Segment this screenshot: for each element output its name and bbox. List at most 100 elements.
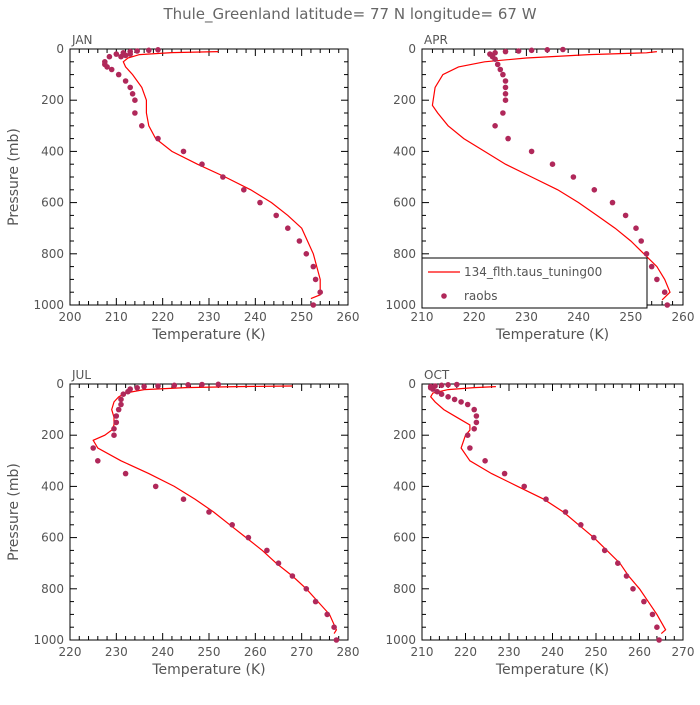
x-tick-label-jul: 230 [105,645,128,659]
raobs-point-oct [451,396,458,403]
x-tick-label-oct: 240 [541,645,564,659]
y-tick-label-oct: 200 [393,428,416,442]
raobs-point-jan [139,123,145,129]
raobs-point-oct [432,383,438,389]
raobs-point-jul [141,383,147,390]
raobs-point-oct [482,458,488,464]
raobs-point-oct [543,496,549,503]
raobs-point-apr [494,61,501,68]
raobs-point-jul [155,383,161,389]
y-tick-label-oct: 800 [393,582,416,596]
raobs-point-jul [115,406,122,413]
raobs-point-jul [185,382,191,388]
y-tick-label-jul: 200 [41,428,64,442]
raobs-point-jan [273,212,280,219]
raobs-point-oct [601,547,608,554]
raobs-point-oct [615,560,621,566]
raobs-point-apr [515,48,522,54]
raobs-point-jul [90,445,96,451]
y-tick-label-jan: 0 [56,42,64,56]
x-tick-label-jul: 270 [290,645,313,659]
raobs-point-jul [312,598,319,605]
y-tick-label-oct: 600 [393,531,416,545]
legend-raobs-marker [441,293,447,299]
panel-frame-jan [69,48,349,306]
raobs-point-oct [649,611,656,618]
x-tick-label-oct: 210 [411,645,434,659]
x-tick-label-oct: 270 [672,645,695,659]
y-tick-label-oct: 0 [408,377,416,391]
raobs-point-oct [471,426,478,432]
raobs-point-apr [633,225,639,231]
y-tick-label-jan: 200 [41,93,64,107]
x-tick-label-oct: 220 [454,645,477,659]
raobs-point-jan [296,238,303,244]
legend-box [421,257,648,309]
raobs-point-oct [464,401,471,408]
raobs-point-apr [654,276,660,283]
x-tick-label-jan: 240 [244,310,267,324]
raobs-point-jan [180,148,187,155]
raobs-point-apr [560,46,566,53]
raobs-point-apr [502,97,509,103]
raobs-point-jul [206,509,212,515]
panels-layer: JAN 200 210 220 230 240 250 260 0 200 400 600 800 100… [6,33,694,678]
raobs-point-jan [115,71,122,78]
x-tick-label-jan: 220 [151,310,174,324]
raobs-point-jan [108,66,115,73]
x-axis-title-oct: Temperature (K) [495,662,609,678]
raobs-point-jan [285,225,291,231]
x-axis-title-jan: Temperature (K) [151,327,265,343]
raobs-point-jul [134,385,140,391]
raobs-point-jul [303,586,310,592]
x-tick-label-apr: 210 [411,310,434,324]
raobs-point-jan [122,52,129,59]
raobs-point-apr [638,238,644,244]
raobs-point-apr [528,148,535,155]
raobs-point-oct [427,383,434,390]
x-tick-label-jul: 280 [337,645,360,659]
raobs-point-jul [118,396,124,403]
raobs-point-apr [591,187,598,193]
raobs-point-oct [454,381,460,388]
raobs-point-apr [492,123,498,129]
raobs-point-jan [312,276,319,283]
raobs-point-oct [656,637,662,643]
x-tick-label-oct: 250 [585,645,608,659]
raobs-point-jan [155,47,161,53]
panel-jul: JUL 220 230 240 250 260 270 280 0 200 400 600 800 100… [6,368,359,678]
raobs-point-jan [134,48,140,54]
raobs-point-oct [630,586,636,592]
raobs-point-oct [578,522,584,528]
raobs-point-jul [199,381,205,388]
raobs-point-jan [317,289,324,296]
raobs-point-apr [549,161,556,167]
raobs-point-apr [500,110,506,116]
month-label-oct: OCT [424,368,450,382]
x-tick-label-jul: 220 [59,645,82,659]
month-label-jan: JAN [71,33,93,47]
raobs-point-oct [641,598,647,605]
raobs-point-jul [127,386,133,392]
raobs-point-jan [310,302,317,308]
raobs-point-oct [473,419,480,426]
raobs-point-apr [505,135,511,142]
x-tick-label-jan: 200 [59,310,82,324]
x-tick-label-apr: 230 [515,310,538,324]
x-tick-label-oct: 260 [628,645,651,659]
raobs-point-jul [113,419,120,426]
raobs-point-oct [623,573,630,579]
raobs-point-jul [120,391,127,398]
raobs-point-jul [275,560,282,566]
y-tick-label-apr: 0 [408,42,416,56]
raobs-point-jan [257,199,263,206]
raobs-point-jul [264,547,270,554]
y-tick-label-jul: 1000 [33,633,64,647]
raobs-point-jul [333,637,340,643]
x-tick-label-jul: 240 [151,645,174,659]
raobs-point-oct [521,483,527,490]
raobs-point-apr [664,302,671,308]
raobs-point-apr [609,199,616,206]
raobs-point-jan [127,84,133,91]
